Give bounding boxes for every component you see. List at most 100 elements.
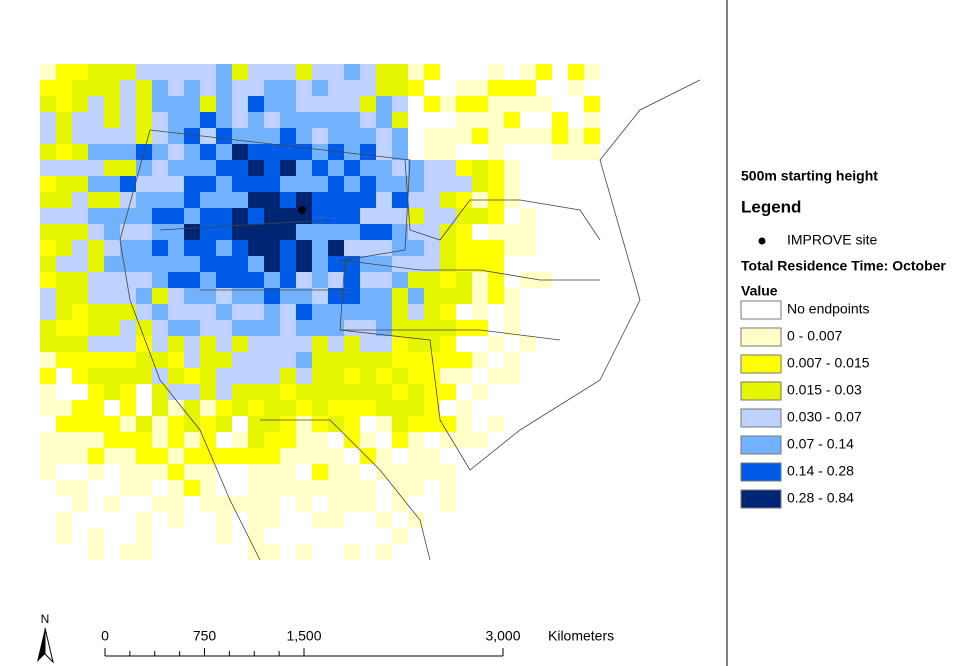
grid-cell: [392, 160, 408, 176]
grid-cell: [136, 528, 152, 544]
grid-cell: [120, 240, 136, 256]
grid-cell: [56, 448, 72, 464]
legend-subtitle: 500m starting height: [741, 168, 878, 184]
grid-cell: [88, 96, 104, 112]
grid-cell: [392, 496, 408, 512]
grid-cell: [328, 368, 344, 384]
grid-cell: [168, 256, 184, 272]
grid-cell: [216, 144, 232, 160]
grid-cell: [312, 384, 328, 400]
grid-cell: [72, 240, 88, 256]
grid-cell: [296, 320, 312, 336]
grid-cell: [280, 192, 296, 208]
grid-cell: [424, 416, 440, 432]
grid-cell: [360, 400, 376, 416]
grid-cell: [200, 432, 216, 448]
site-label: IMPROVE site: [787, 232, 877, 248]
grid-cell: [328, 240, 344, 256]
grid-cell: [408, 240, 424, 256]
grid-cell: [392, 352, 408, 368]
grid-cell: [584, 144, 600, 160]
grid-cell: [136, 288, 152, 304]
grid-cell: [264, 416, 280, 432]
grid-cell: [456, 128, 472, 144]
grid-cell: [456, 224, 472, 240]
scale-label: 750: [193, 628, 217, 644]
grid-cell: [72, 256, 88, 272]
grid-cell: [392, 176, 408, 192]
legend-classes: No endpoints 0 - 0.007 0.007 - 0.015 0.015 …: [740, 300, 870, 509]
boundaries: [119, 79, 701, 561]
grid-cell: [264, 368, 280, 384]
grid-cell: [296, 496, 312, 512]
grid-cell: [120, 80, 136, 96]
grid-cell: [104, 112, 120, 128]
grid-cell: [440, 304, 456, 320]
grid-cell: [40, 336, 56, 352]
grid-cell: [392, 192, 408, 208]
grid-cell: [328, 352, 344, 368]
grid-cell: [344, 432, 360, 448]
grid-cell: [136, 112, 152, 128]
grid-cell: [264, 336, 280, 352]
grid-cell: [328, 336, 344, 352]
grid-cell: [72, 336, 88, 352]
grid-cell: [504, 96, 520, 112]
grid-cell: [216, 304, 232, 320]
grid-cell: [152, 496, 168, 512]
grid-cell: [328, 192, 344, 208]
grid-cell: [200, 288, 216, 304]
grid-cell: [120, 160, 136, 176]
grid-cell: [296, 480, 312, 496]
grid-cell: [136, 480, 152, 496]
grid-cell: [168, 384, 184, 400]
grid-cell: [280, 416, 296, 432]
grid-cell: [296, 416, 312, 432]
grid-cell: [456, 272, 472, 288]
grid-cell: [120, 208, 136, 224]
grid-cell: [408, 448, 424, 464]
grid-cell: [280, 368, 296, 384]
grid-cell: [456, 320, 472, 336]
grid-cell: [424, 144, 440, 160]
grid-cell: [168, 320, 184, 336]
grid-cell: [296, 160, 312, 176]
grid-cell: [120, 272, 136, 288]
grid-cell: [152, 320, 168, 336]
grid-cell: [120, 128, 136, 144]
grid-cell: [40, 288, 56, 304]
grid-cell: [104, 144, 120, 160]
grid-cell: [248, 96, 264, 112]
grid-cell: [168, 288, 184, 304]
grid-cell: [72, 288, 88, 304]
grid-cell: [344, 480, 360, 496]
grid-cell: [88, 528, 104, 544]
grid-cell: [40, 432, 56, 448]
grid-cell: [344, 464, 360, 480]
grid-cell: [136, 224, 152, 240]
grid-cell: [440, 272, 456, 288]
grid-cell: [56, 128, 72, 144]
grid-cell: [248, 368, 264, 384]
grid-cell: [216, 288, 232, 304]
grid-cell: [392, 240, 408, 256]
grid-cell: [296, 112, 312, 128]
grid-cell: [376, 320, 392, 336]
grid-cell: [88, 288, 104, 304]
grid-cell: [296, 176, 312, 192]
grid-cell: [312, 176, 328, 192]
grid-cell: [56, 240, 72, 256]
grid-cell: [328, 288, 344, 304]
scale-bar: 0 750 1,500 3,000 Kilometers: [101, 628, 614, 657]
grid-cell: [72, 496, 88, 512]
grid-cell: [408, 272, 424, 288]
grid-cell: [456, 240, 472, 256]
grid-cell: [216, 352, 232, 368]
grid-cell: [280, 400, 296, 416]
grid-cell: [264, 512, 280, 528]
grid-cell: [360, 288, 376, 304]
grid-cell: [456, 208, 472, 224]
grid-cell: [472, 320, 488, 336]
grid-cell: [168, 192, 184, 208]
grid-cell: [440, 320, 456, 336]
